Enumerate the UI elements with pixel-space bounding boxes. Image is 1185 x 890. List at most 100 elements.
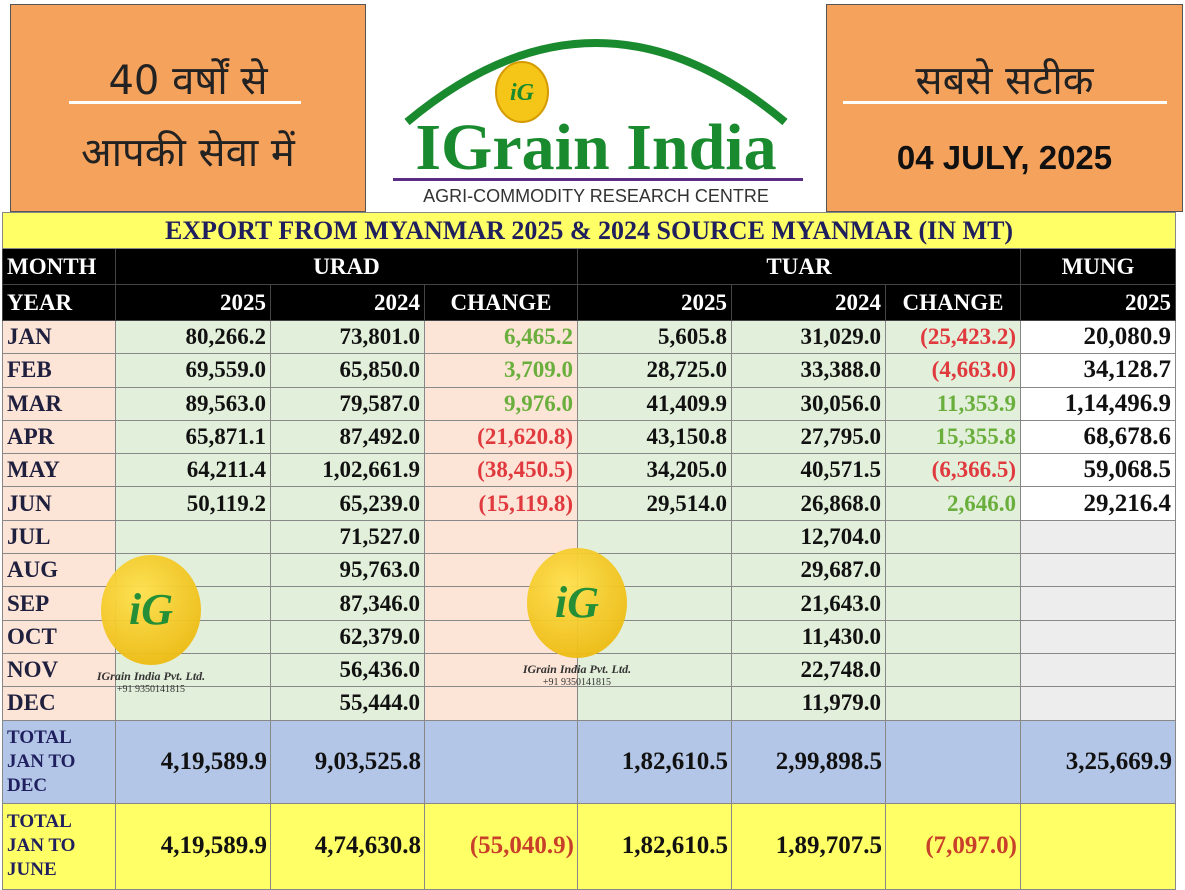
value-cell: 68,678.6 <box>1019 419 1177 455</box>
value-cell: 11,353.9 <box>885 386 1021 421</box>
value-cell: 29,687.0 <box>731 553 886 588</box>
value-cell: 28,725.0 <box>577 353 732 388</box>
value-cell: 21,643.0 <box>731 586 886 621</box>
group-header: MUNG <box>1019 248 1177 285</box>
value-cell: (6,366.5) <box>885 453 1021 488</box>
total-row: TOTAL JAN TO JUNE 4,19,589.9 4,74,630.8 (55… <box>2 802 1177 890</box>
value-cell: 87,346.0 <box>270 586 425 621</box>
value-cell: (4,663.0) <box>885 353 1021 388</box>
month-cell: JAN <box>2 319 116 355</box>
value-cell: 79,587.0 <box>270 386 425 421</box>
value-cell: 33,388.0 <box>731 353 886 388</box>
group-header: MONTH <box>2 248 116 285</box>
watermark-name: IGrain India Pvt. Ltd. <box>96 669 206 683</box>
total-value: 9,03,525.8 <box>270 719 425 804</box>
value-cell: 29,514.0 <box>577 486 732 521</box>
watermark: iG IGrain India Pvt. Ltd. +91 9350141815 <box>512 548 642 688</box>
value-cell: 65,239.0 <box>270 486 425 521</box>
value-cell <box>424 652 578 688</box>
value-cell <box>577 686 732 721</box>
divider <box>69 101 301 104</box>
sub-header: 2025 <box>115 284 271 321</box>
total-row: TOTAL JAN TO DEC 4,19,589.9 9,03,525.8 1,82… <box>2 719 1177 804</box>
value-cell <box>424 519 578 555</box>
sub-header: CHANGE <box>885 284 1021 321</box>
total-label: TOTAL JAN TO DEC <box>2 719 116 804</box>
value-cell: 30,056.0 <box>731 386 886 421</box>
month-cell: JUN <box>2 486 116 521</box>
value-cell: 73,801.0 <box>270 319 425 355</box>
group-header-row: MONTH URAD TUAR MUNG <box>2 248 1177 285</box>
value-cell: 3,709.0 <box>424 353 578 388</box>
value-cell <box>577 519 732 555</box>
data-row: JAN 80,266.2 73,801.0 6,465.2 5,605.8 31,029.… <box>2 319 1177 355</box>
value-cell: 2,646.0 <box>885 486 1021 521</box>
logo-arc <box>404 39 788 126</box>
value-cell: 1,02,661.9 <box>270 453 425 488</box>
divider <box>843 101 1167 104</box>
value-cell: 95,763.0 <box>270 553 425 588</box>
value-cell: (38,450.5) <box>424 453 578 488</box>
month-cell: APR <box>2 419 116 455</box>
value-cell <box>115 519 271 555</box>
value-cell: 6,465.2 <box>424 319 578 355</box>
total-value: 1,82,610.5 <box>577 719 732 804</box>
value-cell: 71,527.0 <box>270 519 425 555</box>
value-cell: 31,029.0 <box>731 319 886 355</box>
value-cell: 20,080.9 <box>1019 319 1177 355</box>
data-row: FEB 69,559.0 65,850.0 3,709.0 28,725.0 33,388… <box>2 353 1177 388</box>
value-cell: 1,14,496.9 <box>1019 386 1177 421</box>
watermark: iG IGrain India Pvt. Ltd. +91 9350141815 <box>86 555 216 695</box>
value-cell: (25,423.2) <box>885 319 1021 355</box>
total-value <box>424 719 578 804</box>
month-cell: DEC <box>2 686 116 721</box>
value-cell: 11,430.0 <box>731 619 886 654</box>
total-value: 4,74,630.8 <box>270 802 425 890</box>
value-cell: (15,119.8) <box>424 486 578 521</box>
data-row: NOV 56,436.0 22,748.0 <box>2 652 1177 688</box>
value-cell: 65,871.1 <box>115 419 271 455</box>
value-cell: 22,748.0 <box>731 652 886 688</box>
value-cell <box>885 553 1021 588</box>
value-cell: (21,620.8) <box>424 419 578 455</box>
title-row: EXPORT FROM MYANMAR 2025 & 2024 SOURCE M… <box>1 212 1177 249</box>
value-cell: 9,976.0 <box>424 386 578 421</box>
date: 04 JULY, 2025 <box>896 139 1113 176</box>
logo-badge-text: iG <box>510 80 535 106</box>
value-cell: 87,492.0 <box>270 419 425 455</box>
value-cell <box>1019 519 1177 555</box>
total-value: (7,097.0) <box>885 802 1021 890</box>
value-cell: 50,119.2 <box>115 486 271 521</box>
value-cell: 55,444.0 <box>270 686 425 721</box>
value-cell <box>424 686 578 721</box>
month-cell: SEP <box>2 586 116 621</box>
value-cell: 27,795.0 <box>731 419 886 455</box>
month-cell: MAY <box>2 453 116 488</box>
value-cell <box>885 519 1021 555</box>
value-cell: 65,850.0 <box>270 353 425 388</box>
table-title: EXPORT FROM MYANMAR 2025 & 2024 SOURCE M… <box>1 212 1177 249</box>
data-row: APR 65,871.1 87,492.0 (21,620.8) 43,150.8 27,… <box>2 419 1177 455</box>
total-label: TOTAL JAN TO JUNE <box>2 802 116 890</box>
group-header: URAD <box>115 248 578 285</box>
total-value: 4,19,589.9 <box>115 802 271 890</box>
value-cell: 69,559.0 <box>115 353 271 388</box>
value-cell <box>885 686 1021 721</box>
month-cell: NOV <box>2 652 116 688</box>
value-cell: 34,205.0 <box>577 453 732 488</box>
watermark-name: IGrain India Pvt. Ltd. <box>522 662 632 676</box>
value-cell: 26,868.0 <box>731 486 886 521</box>
logo-subtitle: AGRI-COMMODITY RESEARCH CENTRE <box>423 186 769 206</box>
sub-header-row: YEAR 2025 2024 CHANGE 2025 2024 CHANGE 2025 <box>2 284 1177 321</box>
value-cell: 89,563.0 <box>115 386 271 421</box>
value-cell: 62,379.0 <box>270 619 425 654</box>
sub-header: 2025 <box>577 284 732 321</box>
month-cell: AUG <box>2 553 116 588</box>
right-banner: सबसे सटीक 04 JULY, 2025 <box>826 4 1183 212</box>
value-cell <box>885 652 1021 688</box>
value-cell <box>1019 553 1177 588</box>
value-cell: 11,979.0 <box>731 686 886 721</box>
data-row: MAY 64,211.4 1,02,661.9 (38,450.5) 34,205.0 4… <box>2 453 1177 488</box>
left-banner: 40 वर्षों से आपकी सेवा में <box>10 4 366 212</box>
total-value: 2,99,898.5 <box>731 719 886 804</box>
